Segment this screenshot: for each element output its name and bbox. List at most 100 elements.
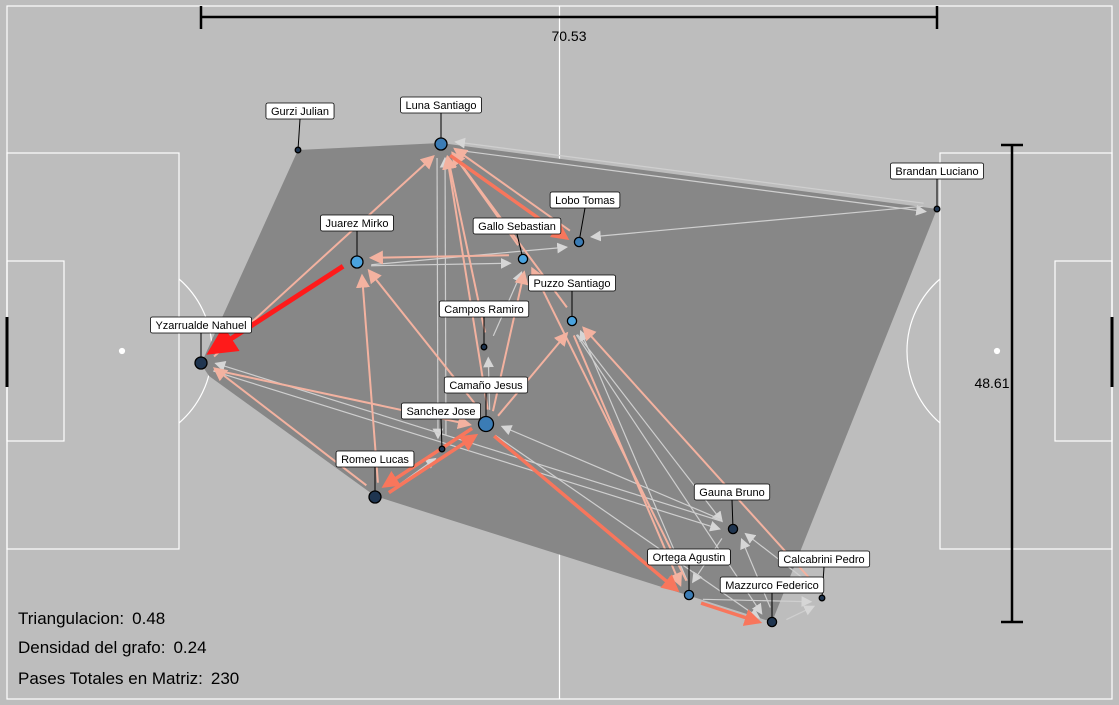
- player-puzzo: Puzzo Santiago: [528, 274, 616, 327]
- left-goal-area: [6, 260, 65, 442]
- player-node: [683, 589, 695, 601]
- pass-edge-calcabrini-to-puzzo: [582, 326, 817, 586]
- player-name-box: [528, 274, 616, 292]
- player-name-label: Calcabrini Pedro: [783, 554, 864, 566]
- player-name-box: [150, 316, 252, 334]
- player-node: [294, 146, 302, 154]
- pass-edge-ortega-to-mazzurco: [700, 601, 763, 626]
- right-penalty-spot: [993, 347, 1001, 355]
- stat-total-passes: Pases Totales en Matriz: 230: [18, 669, 239, 688]
- player-romeo: Romeo Lucas: [335, 450, 415, 504]
- pass-edge-ortega-to-gallo: [531, 266, 688, 582]
- player-name-label: Lobo Tomas: [555, 195, 615, 207]
- player-campos: Campos Ramiro: [438, 300, 530, 351]
- pass-edge-juarez-to-gallo: [371, 258, 512, 269]
- player-node: [194, 356, 208, 370]
- pass-edge-camano-to-mazzurco: [494, 434, 761, 619]
- stat-density-value: 0.24: [173, 638, 206, 657]
- pass-edge-brandan-to-luna: [454, 137, 924, 204]
- player-gallo: Gallo Sebastian: [472, 217, 562, 265]
- player-yzarrualde: Yzarrualde Nahuel: [150, 316, 252, 370]
- player-gauna: Gauna Bruno: [693, 483, 771, 535]
- player-name-box: [265, 102, 335, 120]
- player-name-label: Sanchez Jose: [406, 406, 475, 418]
- player-name-label: Juarez Mirko: [326, 218, 389, 230]
- player-leader-line: [297, 118, 301, 151]
- player-node: [818, 594, 826, 602]
- left-penalty-area: [6, 152, 180, 550]
- pass-edge-mazzurco-to-calcabrini: [786, 605, 816, 621]
- player-name-label: Gallo Sebastian: [478, 221, 556, 233]
- stats-panel: Triangulacion: 0.48 Densidad del grafo: 0.…: [18, 609, 239, 688]
- player-name-label: Puzzo Santiago: [533, 278, 610, 290]
- player-name-box: [472, 217, 562, 235]
- player-name-label: Yzarrualde Nahuel: [155, 320, 246, 332]
- player-name-label: Romeo Lucas: [341, 454, 409, 466]
- height-dimension: [1001, 143, 1023, 624]
- player-name-label: Luna Santiago: [406, 100, 477, 112]
- pass-edge-camano-to-puzzo: [497, 331, 569, 417]
- pass-edge-gallo-to-juarez: [368, 250, 509, 265]
- stat-total-passes-value: 230: [211, 669, 239, 688]
- pass-edge-juarez-to-yzarrualde: [206, 264, 345, 355]
- player-name-label: Brandan Luciano: [895, 166, 978, 178]
- player-name-label: Gurzi Julian: [271, 106, 329, 118]
- player-name-label: Mazzurco Federico: [725, 580, 819, 592]
- player-mazzurco: Mazzurco Federico: [719, 576, 825, 628]
- player-name-box: [438, 300, 530, 318]
- left-penalty-spot: [118, 347, 126, 355]
- player-nodes: Gurzi Julian Luna Santiago Brandan Luciano…: [150, 96, 984, 628]
- pass-edge-mazzurco-to-gauna: [740, 537, 771, 608]
- player-name-box: [693, 483, 771, 501]
- player-leader-line: [440, 418, 443, 450]
- player-node: [434, 137, 448, 151]
- player-name-box: [401, 402, 481, 420]
- height-dimension-label: 48.61: [974, 375, 1009, 391]
- player-node: [766, 616, 778, 628]
- player-brandan: Brandan Luciano: [890, 162, 984, 213]
- player-name-box: [719, 576, 825, 594]
- pass-edge-camano-to-luna: [442, 155, 489, 410]
- player-ortega: Ortega Agustin: [647, 548, 731, 601]
- width-dimension: [199, 6, 939, 29]
- player-juarez: Juarez Mirko: [320, 214, 394, 269]
- right-goal-area: [1054, 260, 1113, 442]
- pass-edge-luna-to-brandan: [454, 149, 927, 216]
- pass-edge-camano-to-romeo: [381, 426, 474, 488]
- player-name-label: Camaño Jesus: [449, 380, 523, 392]
- player-name-label: Ortega Agustin: [653, 552, 726, 564]
- player-name-box: [443, 376, 529, 394]
- player-calcabrini: Calcabrini Pedro: [777, 550, 871, 602]
- player-leader-line: [578, 207, 586, 243]
- player-sanchez: Sanchez Jose: [401, 402, 481, 453]
- player-node: [480, 343, 488, 351]
- team-convex-hull: [201, 143, 937, 622]
- pass-edge-romeo-to-camano: [387, 433, 479, 495]
- player-name-box: [890, 162, 984, 180]
- pass-edge-puzzo-to-mazzurco: [575, 334, 763, 615]
- player-gurzi: Gurzi Julian: [265, 102, 335, 154]
- pass-edge-camano-to-ortega: [493, 434, 680, 593]
- player-name-box: [647, 548, 731, 566]
- player-name-box: [549, 191, 621, 209]
- player-node: [566, 315, 578, 327]
- pass-edge-romeo-to-juarez: [355, 273, 379, 483]
- player-node: [368, 490, 382, 504]
- player-node: [573, 236, 585, 248]
- right-penalty-arc: [906, 278, 941, 424]
- pass-edge-ortega-to-calcabrini: [702, 596, 813, 607]
- stat-density-label: Densidad del grafo:: [18, 638, 165, 657]
- player-name-label: Campos Ramiro: [444, 304, 523, 316]
- stat-triangulation: Triangulacion: 0.48: [18, 609, 165, 628]
- stat-total-passes-label: Pases Totales en Matriz:: [18, 669, 203, 688]
- player-camano: Camaño Jesus: [443, 376, 529, 433]
- pass-edge-ortega-to-puzzo: [579, 329, 688, 581]
- player-node: [517, 253, 529, 265]
- player-node: [727, 523, 739, 535]
- player-lobo: Lobo Tomas: [549, 191, 621, 248]
- width-dimension-label: 70.53: [551, 28, 586, 44]
- right-penalty-area: [939, 152, 1113, 550]
- player-name-box: [335, 450, 415, 468]
- player-node: [350, 255, 364, 269]
